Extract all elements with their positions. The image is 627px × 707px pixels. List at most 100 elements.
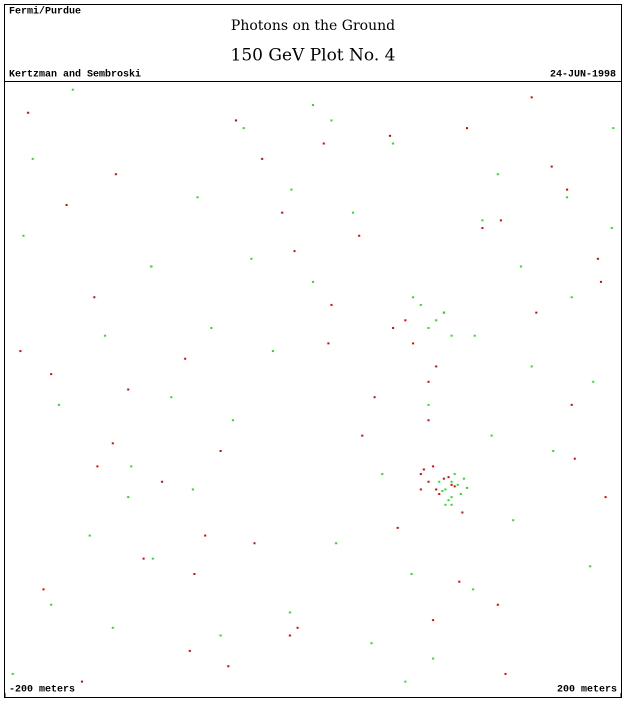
photon: [435, 365, 438, 368]
photon: [499, 219, 502, 222]
photon: [422, 468, 425, 471]
photon: [93, 296, 96, 299]
photon: [427, 419, 430, 422]
photon: [604, 496, 607, 499]
date: 24-JUN-1998: [550, 70, 616, 81]
photon: [550, 165, 553, 168]
photon: [444, 488, 447, 491]
photon: [442, 477, 445, 480]
photon: [466, 486, 468, 489]
photon: [193, 573, 196, 575]
photon: [453, 485, 456, 488]
x-tick-label: -200 meters: [9, 685, 75, 696]
photon: [219, 450, 222, 452]
photon: [170, 396, 173, 399]
photon: [330, 119, 333, 122]
photon: [530, 365, 533, 368]
photon: [296, 626, 299, 629]
photon: [288, 611, 291, 614]
photon: [261, 157, 264, 160]
photon: [127, 496, 130, 499]
photon: [389, 134, 391, 137]
photon: [496, 173, 499, 176]
photon: [419, 303, 422, 306]
photon: [530, 96, 533, 99]
photon: [450, 503, 453, 506]
photon: [196, 196, 199, 199]
photon: [596, 257, 599, 260]
photon: [570, 403, 573, 406]
photon: [432, 619, 435, 622]
photon: [293, 250, 296, 253]
photon: [610, 227, 613, 230]
photon: [57, 403, 60, 406]
photon: [410, 573, 413, 575]
photon: [573, 457, 576, 460]
photon: [442, 311, 445, 314]
photon: [535, 311, 538, 314]
photon: [459, 493, 462, 496]
photon: [31, 157, 34, 160]
photon: [412, 342, 415, 345]
photon: [552, 450, 555, 452]
photon: [432, 465, 435, 468]
photon: [450, 483, 453, 486]
photon: [11, 672, 14, 675]
photon: [358, 234, 361, 237]
photon: [427, 403, 430, 406]
photon: [458, 580, 461, 583]
photon: [381, 473, 384, 476]
photon: [81, 680, 83, 683]
photon: [111, 442, 114, 445]
photon: [519, 265, 522, 268]
logo: Fermi/Purdue: [9, 6, 81, 18]
photon: [151, 557, 154, 560]
photon: [235, 119, 237, 122]
photon: [504, 672, 507, 675]
photon: [65, 204, 68, 206]
photon: [373, 396, 376, 399]
photon: [566, 188, 569, 191]
photon: [184, 357, 187, 360]
photon: [142, 557, 145, 560]
photon: [419, 488, 422, 491]
photon: [612, 127, 615, 130]
photon: [322, 142, 325, 145]
photon: [592, 380, 595, 383]
photon: [404, 680, 407, 683]
photon: [438, 480, 441, 483]
photon: [566, 196, 569, 199]
photon: [88, 534, 91, 537]
photon: [490, 434, 493, 437]
photon: [312, 104, 314, 107]
x-tick-label: 200 meters: [557, 685, 617, 696]
photon: [188, 649, 191, 652]
photon: [404, 319, 407, 322]
photon: [370, 642, 373, 645]
photon: [271, 350, 274, 353]
photon: [419, 473, 422, 476]
photon: [104, 334, 107, 337]
photon: [219, 634, 222, 637]
photon: [427, 380, 430, 383]
photon: [204, 534, 207, 537]
photon: [589, 565, 592, 568]
photon: [19, 350, 22, 353]
photon: [496, 603, 499, 606]
photon: [50, 603, 53, 606]
photon: [435, 488, 438, 491]
photon: [231, 419, 234, 422]
authors: Kertzman and Sembroski: [9, 69, 141, 81]
photon: [210, 327, 213, 329]
photon: [450, 334, 453, 337]
photon: [481, 227, 484, 230]
photon: [71, 88, 74, 91]
photon: [352, 211, 355, 214]
photon: [456, 483, 459, 486]
photon: [330, 303, 333, 306]
photon: [335, 542, 338, 545]
photon: [22, 234, 25, 237]
photon: [472, 588, 475, 591]
photon: [392, 327, 395, 329]
photon: [281, 211, 284, 214]
